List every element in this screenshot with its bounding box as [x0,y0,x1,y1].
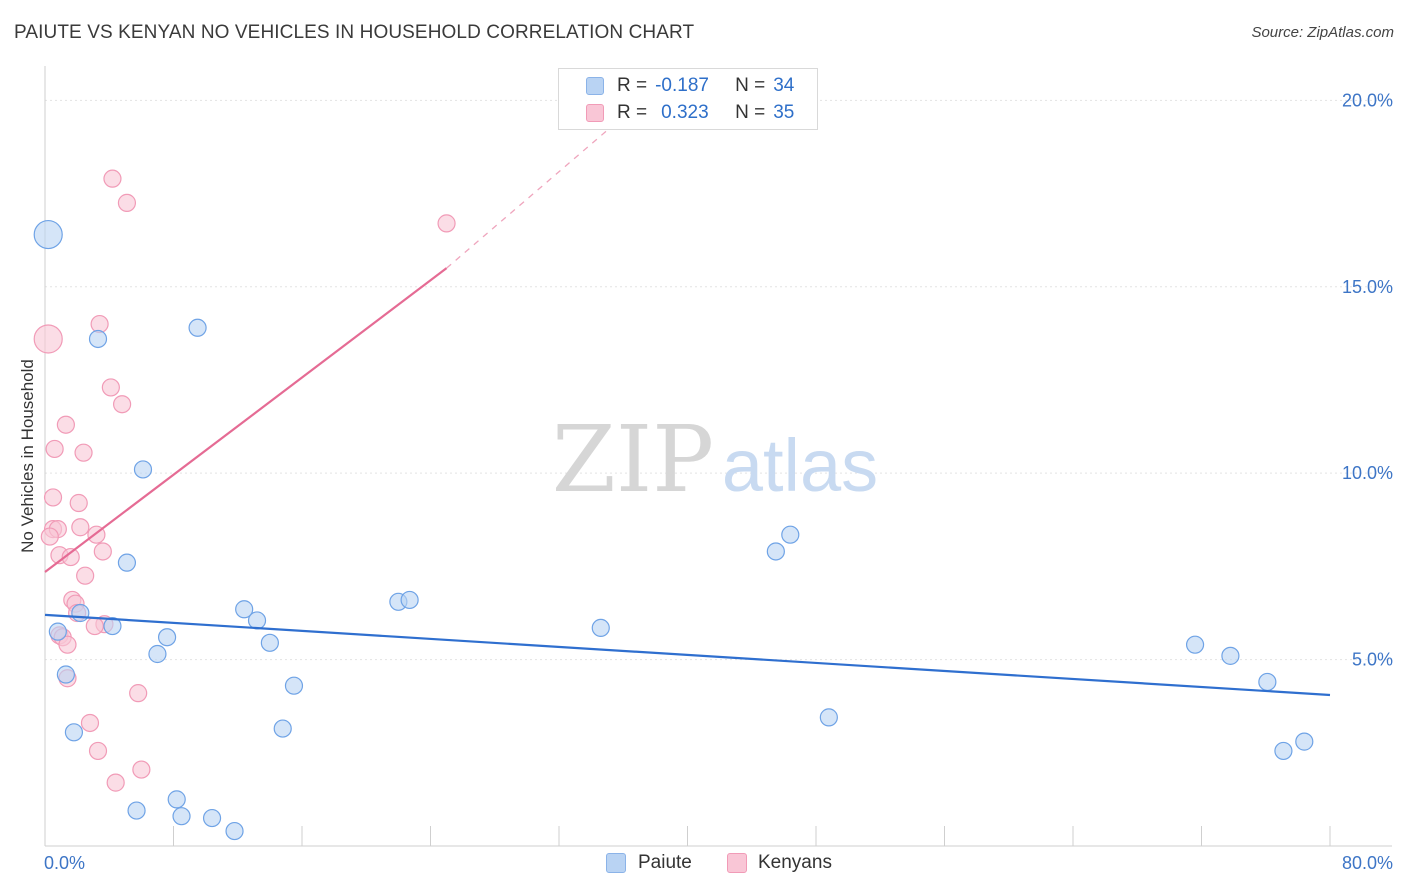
paiute-points [33,219,1314,841]
kenyans-point [76,566,95,585]
kenyans-trend-line [44,267,448,573]
tick-labels: 5.0% 10.0% 15.0% 20.0% 0.0% 80.0% [44,90,1393,873]
kenyans-r-value: 0.323 [661,102,709,123]
y-tick-label: 5.0% [1352,650,1393,670]
paiute-point [819,708,838,727]
paiute-point [1274,741,1293,761]
kenyans-point [43,488,63,507]
gridlines [45,99,1392,661]
kenyans-point [112,395,132,414]
kenyans-point [437,214,456,233]
x-tick-label-left: 0.0% [44,853,85,873]
kenyans-point [56,415,75,434]
y-tick-label: 10.0% [1342,463,1393,483]
paiute-n-label: N = [735,75,766,96]
paiute-point [400,590,419,610]
paiute-series-swatch [606,853,626,873]
kenyans-trend-extension [446,109,632,269]
kenyans-point [61,547,80,567]
kenyans-series-label: Kenyans [758,852,832,873]
kenyans-point [93,542,112,561]
paiute-point [225,821,244,841]
paiute-point [260,633,279,652]
paiute-point [284,676,304,695]
kenyans-point [88,741,108,761]
kenyans-point [40,527,59,546]
paiute-trend-line [44,613,1331,697]
paiute-point [202,808,222,828]
kenyans-point [129,684,148,703]
paiute-point [157,628,177,647]
paiute-point [48,622,67,641]
chart-title: PAIUTE VS KENYAN NO VEHICLES IN HOUSEHOL… [14,22,695,43]
kenyans-point [132,760,151,779]
kenyans-point [117,193,137,212]
kenyans-point [45,439,64,459]
paiute-series-label: Paiute [638,852,692,873]
kenyans-point [90,314,109,334]
paiute-point [33,219,63,250]
trend-lines [44,109,1331,697]
paiute-point [64,723,84,742]
paiute-point [167,790,186,809]
paiute-point [235,600,254,619]
paiute-point [71,603,90,623]
kenyans-n-label: N = [735,102,766,123]
watermark-atlas: atlas [722,424,878,507]
paiute-point [148,644,167,664]
paiute-point [56,665,75,684]
correlation-legend: R = -0.187 N = 34 R = 0.323 N = 35 [558,68,818,130]
paiute-r-label: R = [617,75,648,96]
source-label: Source: ZipAtlas.com [1251,24,1394,41]
paiute-point [1258,672,1277,692]
paiute-point [247,611,267,630]
paiute-point [1221,646,1240,665]
paiute-legend-swatch [586,77,604,95]
paiute-r-value: -0.187 [655,75,709,96]
paiute-point [103,616,122,636]
paiute-point [188,318,207,337]
kenyans-point [58,635,77,654]
paiute-point [117,553,137,572]
paiute-point [766,542,785,561]
kenyans-point [85,616,104,636]
paiute-point [781,525,800,544]
paiute-point [133,460,153,479]
kenyans-series-swatch [727,853,747,873]
paiute-point [1185,635,1205,654]
x-tick-label-right: 80.0% [1342,853,1393,873]
paiute-legend-row: R = -0.187 N = 34 [617,74,794,98]
paiute-point [172,807,191,826]
kenyans-point [71,518,90,537]
kenyans-point [103,169,122,188]
kenyans-legend-swatch [586,104,604,122]
paiute-point [127,801,146,820]
kenyans-n-value: 35 [773,102,795,123]
kenyans-point [74,443,93,462]
kenyans-legend-row: R = 0.323 N = 35 [617,101,794,125]
paiute-point [88,329,108,349]
kenyans-point [80,713,100,733]
paiute-point [273,719,292,738]
paiute-point [591,618,610,638]
kenyans-r-label: R = [617,102,648,123]
kenyans-point [101,378,120,397]
watermark-zip: ZIP [552,406,714,513]
y-tick-label: 15.0% [1342,277,1393,297]
kenyans-points [33,169,456,792]
paiute-point [1295,732,1314,751]
kenyans-point [33,324,63,354]
y-tick-label: 20.0% [1342,90,1393,110]
axes [44,66,1392,847]
kenyans-point [106,773,125,792]
paiute-n-value: 34 [773,75,795,96]
kenyans-point [69,493,88,513]
